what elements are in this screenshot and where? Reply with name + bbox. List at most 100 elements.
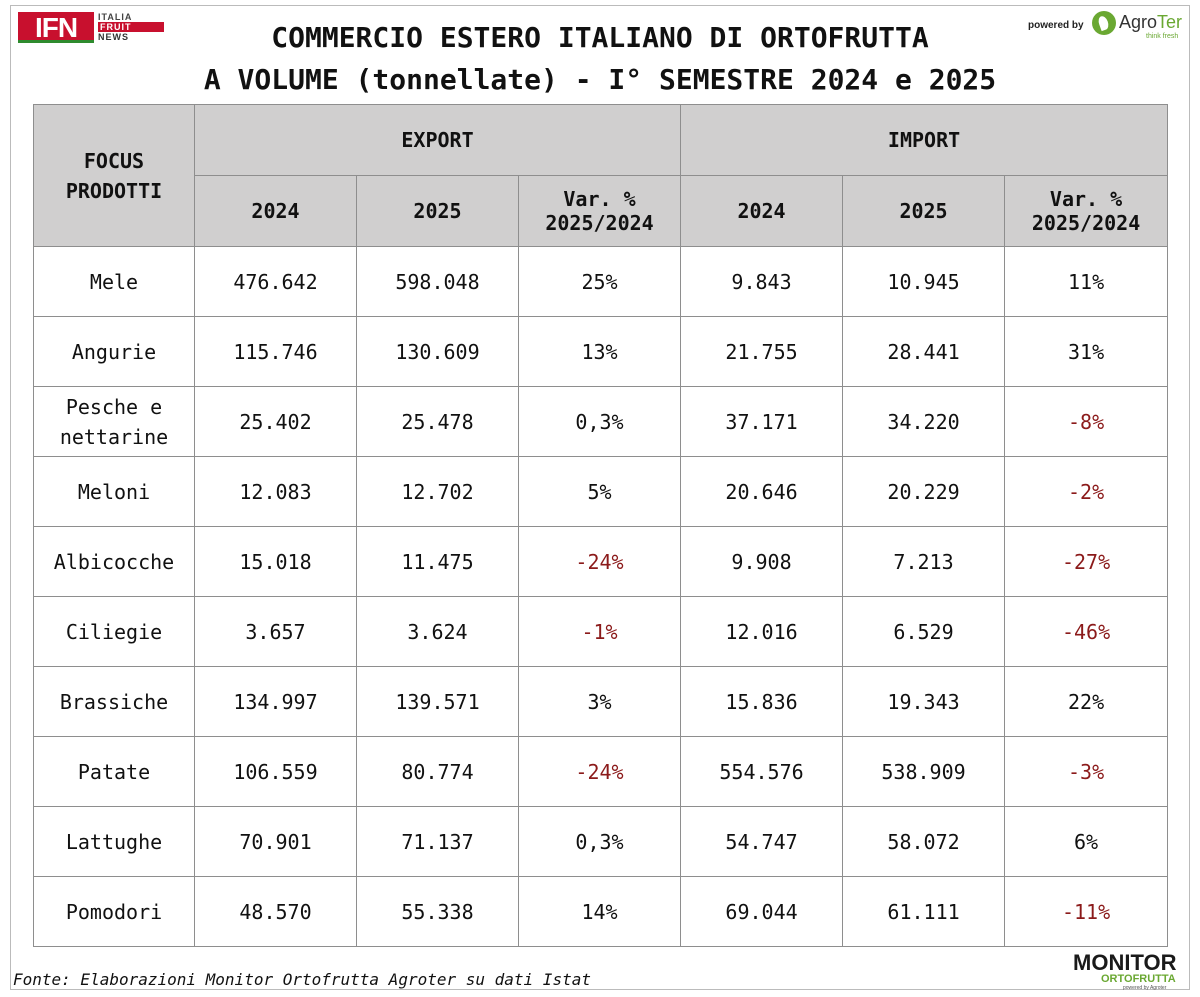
ifn-logo: IFN ITALIA FRUIT NEWS <box>18 12 164 44</box>
monitor-logo-line2: ORTOFRUTTA <box>1101 973 1176 985</box>
product-name-line1: Pomodori <box>65 899 163 924</box>
cell-imp-2024: 37.171 <box>680 386 844 457</box>
page-frame <box>10 5 1190 990</box>
cell-imp-2024: 554.576 <box>680 736 844 807</box>
agroter-wordmark: AgroTer <box>1119 12 1182 33</box>
cell-imp-2024: 9.908 <box>680 526 844 597</box>
product-name-cell: Lattughe <box>33 806 195 877</box>
header-import-var: Var. % 2025/2024 <box>1004 175 1169 247</box>
agroter-wordmark-b: Ter <box>1157 12 1183 32</box>
cell-imp-2024: 21.755 <box>680 316 844 387</box>
header-import-2025: 2025 <box>842 175 1006 247</box>
table-row: Ciliegie 3.657 3.624 -1% 12.016 6.529 -46% <box>33 596 1169 667</box>
cell-imp-var: -3% <box>1004 736 1169 807</box>
cell-imp-var: -46% <box>1004 596 1169 667</box>
cell-imp-2025: 7.213 <box>842 526 1006 597</box>
cell-exp-2024: 15.018 <box>194 526 357 597</box>
cell-imp-var: -8% <box>1004 386 1169 457</box>
table-row: Pomodori 48.570 55.338 14% 69.044 61.111 -11% <box>33 876 1169 947</box>
header-var-line2: 2025/2024 <box>545 211 654 235</box>
product-name-cell: Angurie <box>33 316 195 387</box>
cell-imp-2025: 28.441 <box>842 316 1006 387</box>
cell-exp-2025: 25.478 <box>356 386 519 457</box>
monitor-logo-line1: MONITOR <box>1073 950 1177 975</box>
product-name-cell: Mele <box>33 246 195 317</box>
product-name-cell: Pomodori <box>33 876 195 947</box>
ifn-logo-text: ITALIA FRUIT NEWS <box>98 12 164 42</box>
product-name-cell: Patate <box>33 736 195 807</box>
cell-imp-2025: 34.220 <box>842 386 1006 457</box>
product-name-line1: Mele <box>89 269 139 294</box>
page-title-line1: COMMERCIO ESTERO ITALIANO DI ORTOFRUTTA <box>271 21 929 54</box>
cell-exp-2024: 3.657 <box>194 596 357 667</box>
cell-exp-2024: 476.642 <box>194 246 357 317</box>
header-export-2025: 2025 <box>356 175 519 247</box>
table-row: Meloni 12.083 12.702 5% 20.646 20.229 -2% <box>33 456 1169 527</box>
cell-exp-2024: 106.559 <box>194 736 357 807</box>
cell-exp-2025: 3.624 <box>356 596 519 667</box>
agroter-logo: AgroTer think fresh <box>1092 11 1188 40</box>
cell-exp-2024: 12.083 <box>194 456 357 527</box>
monitor-ortofrutta-logo: MONITOR ORTOFRUTTA powered by Agroter <box>1073 950 1188 992</box>
cell-exp-2025: 80.774 <box>356 736 519 807</box>
cell-imp-var: -2% <box>1004 456 1169 527</box>
cell-imp-var: 6% <box>1004 806 1169 877</box>
product-name-line1: Brassiche <box>59 689 169 714</box>
cell-exp-2025: 139.571 <box>356 666 519 737</box>
agroter-tagline: think fresh <box>1146 33 1179 40</box>
header-import-2024: 2024 <box>680 175 844 247</box>
product-name-cell: Ciliegie <box>33 596 195 667</box>
header-row-groups: FOCUS PRODOTTI EXPORT IMPORT <box>33 104 1169 247</box>
cell-exp-2024: 115.746 <box>194 316 357 387</box>
cell-imp-2025: 538.909 <box>842 736 1006 807</box>
source-note: Fonte: Elaborazioni Monitor Ortofrutta A… <box>13 970 591 989</box>
table-row: Pesche e nettarine 25.402 25.478 0,3% 37.171 3… <box>33 386 1169 457</box>
powered-by-label: powered by <box>1028 20 1084 31</box>
page-title-line2: A VOLUME (tonnellate) - I° SEMESTRE 2024… <box>203 63 997 96</box>
monitor-logo-line3: powered by Agroter <box>1123 985 1167 991</box>
product-name-line1: Patate <box>77 759 151 784</box>
ifn-logo-line1: ITALIA <box>98 12 133 22</box>
cell-exp-var: 13% <box>517 316 682 387</box>
ifn-logo-line3: NEWS <box>98 32 129 42</box>
table-row: Lattughe 70.901 71.137 0,3% 54.747 58.072 6% <box>33 806 1169 877</box>
cell-imp-2025: 58.072 <box>842 806 1006 877</box>
leaf-icon <box>1092 11 1116 35</box>
cell-imp-2024: 20.646 <box>680 456 844 527</box>
cell-imp-var: 22% <box>1004 666 1169 737</box>
header-focus-line2: PRODOTTI <box>65 178 163 203</box>
cell-imp-2024: 12.016 <box>680 596 844 667</box>
cell-imp-2024: 9.843 <box>680 246 844 317</box>
cell-exp-var: 0,3% <box>517 386 682 457</box>
table-row: Angurie 115.746 130.609 13% 21.755 28.441 31% <box>33 316 1169 387</box>
cell-imp-var: -27% <box>1004 526 1169 597</box>
product-name-line1: Angurie <box>71 339 157 364</box>
cell-exp-var: -1% <box>517 596 682 667</box>
header-export: EXPORT <box>193 104 682 176</box>
product-name-cell: Pesche e nettarine <box>33 386 195 457</box>
cell-imp-2024: 69.044 <box>680 876 844 947</box>
product-name-line2: nettarine <box>59 424 169 449</box>
cell-imp-2024: 54.747 <box>680 806 844 877</box>
cell-exp-var: -24% <box>517 526 682 597</box>
trade-table: FOCUS PRODOTTI EXPORT IMPORT 2024 2025 V… <box>33 104 1169 947</box>
header-var-line2: 2025/2024 <box>1031 211 1141 235</box>
cell-exp-var: -24% <box>517 736 682 807</box>
cell-imp-var: -11% <box>1004 876 1169 947</box>
header-focus-prodotti: FOCUS PRODOTTI <box>33 104 195 247</box>
product-name-cell: Brassiche <box>33 666 195 737</box>
product-name-cell: Albicocche <box>33 526 195 597</box>
header-export-2024: 2024 <box>194 175 357 247</box>
cell-exp-var: 14% <box>517 876 682 947</box>
cell-exp-2025: 55.338 <box>356 876 519 947</box>
product-name-line1: Ciliegie <box>65 619 163 644</box>
cell-exp-var: 25% <box>517 246 682 317</box>
cell-imp-var: 31% <box>1004 316 1169 387</box>
table-row: Patate 106.559 80.774 -24% 554.576 538.909 -3% <box>33 736 1169 807</box>
cell-imp-2025: 6.529 <box>842 596 1006 667</box>
table-row: Albicocche 15.018 11.475 -24% 9.908 7.213 -27% <box>33 526 1169 597</box>
cell-imp-2025: 61.111 <box>842 876 1006 947</box>
cell-imp-2025: 10.945 <box>842 246 1006 317</box>
product-name-cell: Meloni <box>33 456 195 527</box>
cell-imp-2025: 20.229 <box>842 456 1006 527</box>
